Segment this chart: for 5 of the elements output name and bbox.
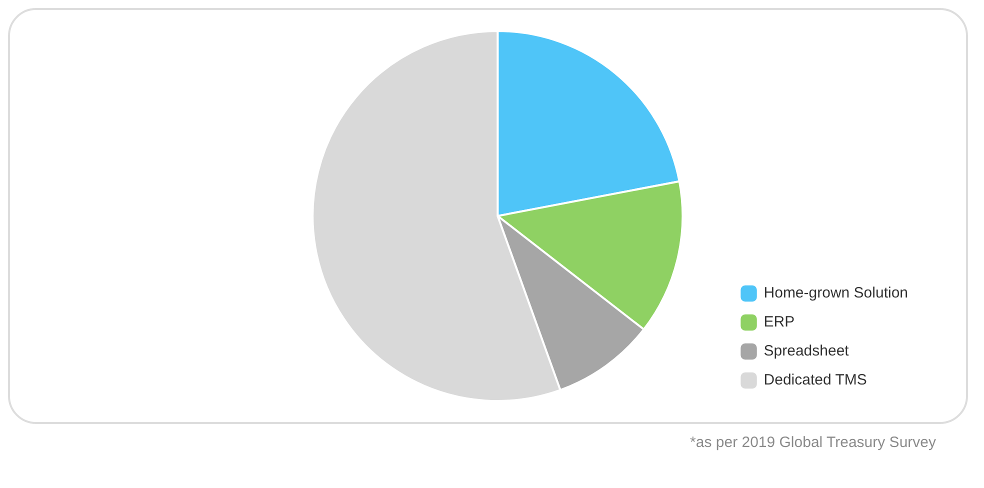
legend-label: Home-grown Solution <box>764 284 908 302</box>
legend-label: ERP <box>764 314 795 331</box>
legend-label: Spreadsheet <box>764 342 850 360</box>
text: *as per 2019 Global Treasury Survey <box>689 434 937 451</box>
legend-label: Dedicated TMS <box>764 372 867 389</box>
